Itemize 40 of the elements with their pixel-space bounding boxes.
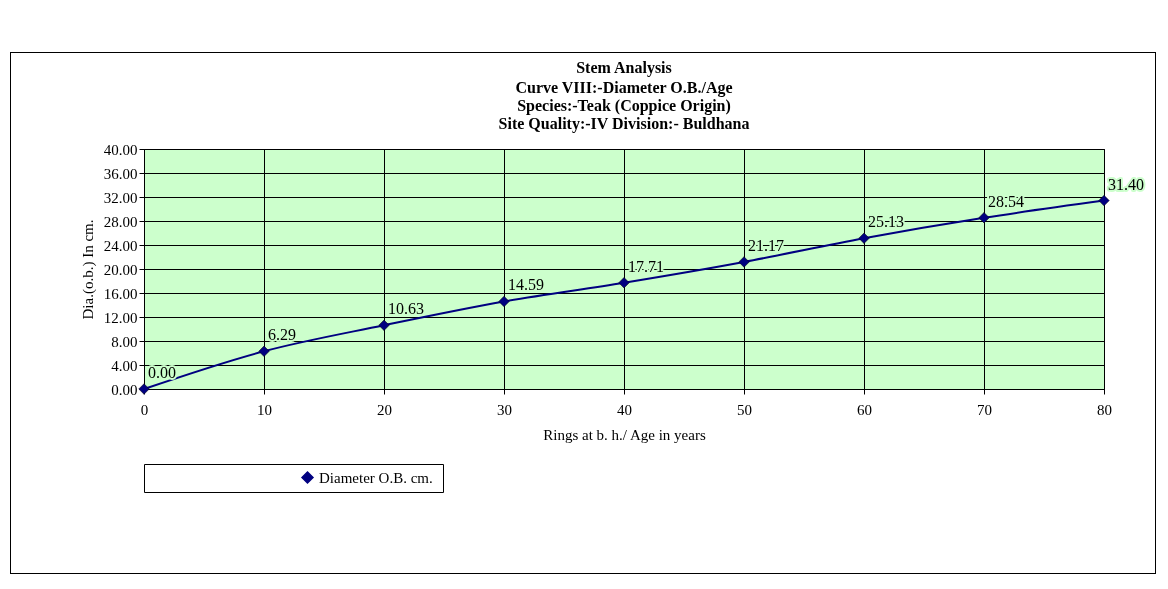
chart-subtitle: Curve VIII:-Diameter O.B./Age Species:-Teak (Coppice Origin) Site Quality:-IV Division:- Buldhana [498,79,750,133]
x-tick-label: 30 [497,401,512,418]
data-label: 10.63 [388,300,424,318]
point [618,277,630,289]
y-tick-label: 32.00 [103,189,138,206]
y-tick-label: 40.00 [103,141,138,158]
data-label: 31.40 [1108,175,1144,193]
chart-title: Stem Analysis [576,59,672,77]
data-label: 0.00 [148,364,176,381]
data-label: 6.29 [268,326,296,344]
point [378,319,390,331]
y-tick-label: 0.00 [111,381,138,398]
legend-label: Diameter O.B. cm. [319,469,433,486]
y-tick-label: 28.00 [103,213,138,230]
point [498,295,510,307]
y-tick-label: 12.00 [103,309,138,326]
point [858,232,870,244]
y-axis-title: Dia.(o.b.) In cm. [79,219,97,320]
x-tick-label: 60 [857,401,872,418]
y-tick-label: 24.00 [103,237,138,254]
x-tick-label: 50 [737,401,752,418]
y-tick-label: 8.00 [111,333,138,350]
x-tick-label: 40 [617,401,632,418]
point [138,383,150,395]
x-tick-label: 20 [377,401,392,418]
data-label: 28.54 [988,192,1024,210]
point [738,256,750,268]
x-tick-label: 80 [1097,401,1112,418]
y-tick-label: 20.00 [103,261,138,278]
x-axis-title: Rings at b. h./ Age in years [543,426,706,443]
y-tick-label: 4.00 [111,357,138,374]
data-label: 14.59 [508,276,544,294]
point [978,212,990,224]
y-tick-label: 36.00 [103,165,138,182]
y-tick-label: 16.00 [103,285,138,302]
point [1098,195,1110,207]
point [258,345,270,357]
x-tick-label: 70 [977,401,992,418]
x-tick-label: 0 [140,401,149,418]
x-tick-label: 10 [257,401,272,418]
